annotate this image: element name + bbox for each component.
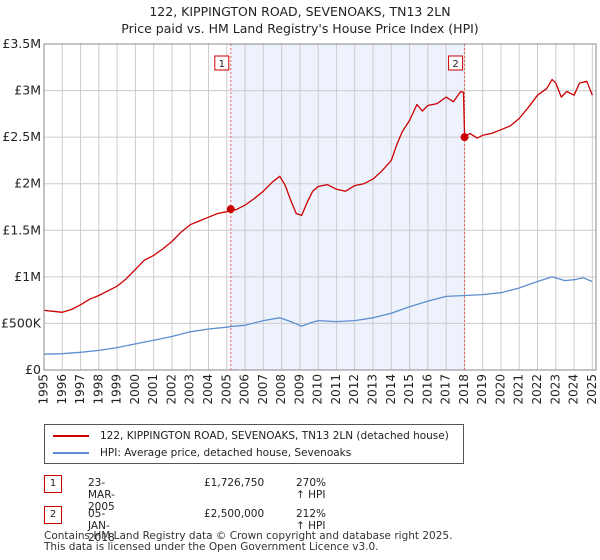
x-tick-label: 1996 — [55, 374, 69, 405]
plot-border — [43, 43, 597, 371]
x-tick-label: 1999 — [110, 374, 124, 405]
x-tick-label: 2021 — [512, 374, 526, 405]
y-tick-label: £500K — [1, 315, 42, 330]
legend-label-hpi: HPI: Average price, detached house, Seve… — [100, 447, 352, 459]
x-tick-label: 2005 — [219, 374, 233, 405]
y-tick-label: £3M — [14, 83, 41, 98]
x-tick-label: 2007 — [256, 374, 270, 405]
transaction-price: £1,726,750 — [204, 477, 265, 489]
x-tick-label: 2014 — [384, 374, 398, 405]
chart-title-line1: 122, KIPPINGTON ROAD, SEVENOAKS, TN13 2L… — [149, 4, 451, 19]
x-tick-label: 2009 — [292, 374, 306, 405]
x-tick-label: 2016 — [420, 374, 434, 405]
x-tick-label: 2023 — [548, 374, 562, 405]
x-tick-label: 2012 — [347, 374, 361, 405]
property-series-line — [43, 78, 593, 313]
x-tick-label: 2003 — [183, 374, 197, 405]
x-tick-label: 2001 — [146, 374, 160, 405]
x-tick-label: 2002 — [164, 374, 178, 405]
legend-item-hpi: HPI: Average price, detached house, Seve… — [53, 445, 351, 461]
x-tick-label: 2024 — [567, 374, 581, 405]
annotation-label: 1 — [219, 59, 225, 70]
legend-swatch-hpi — [53, 452, 89, 454]
transaction-hpi: 270% ↑ HPI — [296, 477, 327, 501]
x-tick-label: 2010 — [311, 374, 325, 405]
y-tick-label: £1M — [14, 269, 41, 284]
x-tick-label: 2025 — [585, 374, 599, 405]
x-tick-label: 2022 — [530, 374, 544, 405]
ownership-period-shade — [230, 44, 465, 370]
x-tick-label: 1997 — [73, 374, 87, 405]
y-tick-label: £2M — [14, 176, 41, 191]
transaction-badge: 2 — [44, 506, 62, 524]
annotation-badge — [214, 55, 230, 71]
x-tick-label: 2006 — [238, 374, 252, 405]
y-tick-label: £2.5M — [2, 129, 41, 144]
y-tick-label: £0 — [25, 362, 41, 377]
annotation-label: 2 — [452, 59, 458, 70]
legend-label-property: 122, KIPPINGTON ROAD, SEVENOAKS, TN13 2L… — [100, 430, 449, 442]
x-tick-label: 2011 — [329, 374, 343, 405]
y-tick-label: £3.5M — [2, 36, 41, 51]
legend-swatch-property — [53, 435, 89, 437]
x-tick-label: 2018 — [457, 374, 471, 405]
x-tick-label: 2000 — [128, 374, 142, 405]
x-tick-label: 2015 — [402, 374, 416, 405]
hpi-series-line — [43, 276, 593, 355]
transaction-date: 23-MAR-2005 — [88, 477, 115, 513]
y-tick-label: £1.5M — [2, 222, 41, 237]
x-tick-label: 1995 — [37, 374, 51, 405]
price-chart: £0 £500K £1M £1.5M £2M £2.5M £3M £3.5M 1995 1996 1… — [1, 36, 599, 405]
x-tick-label: 2004 — [201, 374, 215, 405]
x-tick-label: 1998 — [91, 374, 105, 405]
transaction-hpi: 212% ↑ HPI — [296, 508, 327, 532]
sale-point-marker — [460, 133, 469, 142]
footer: Contains HM Land Registry data © Crown c… — [44, 531, 452, 553]
legend: 122, KIPPINGTON ROAD, SEVENOAKS, TN13 2L… — [44, 424, 464, 464]
sale-point-marker — [226, 205, 235, 214]
x-tick-label: 2020 — [493, 374, 507, 405]
transaction-date: 05-JAN-2018 — [88, 508, 115, 544]
x-tick-label: 2008 — [274, 374, 288, 405]
x-tick-label: 2019 — [475, 374, 489, 405]
transaction-badge: 1 — [44, 475, 62, 493]
footer-line1: Contains HM Land Registry data © Crown c… — [44, 530, 453, 542]
x-tick-label: 2017 — [439, 374, 453, 405]
annotation-badge — [448, 55, 464, 71]
transaction-price: £2,500,000 — [204, 508, 265, 520]
footer-line2: This data is licensed under the Open Gov… — [44, 541, 379, 553]
legend-item-property: 122, KIPPINGTON ROAD, SEVENOAKS, TN13 2L… — [53, 428, 449, 444]
chart-title-line2: Price paid vs. HM Land Registry's House … — [121, 21, 479, 36]
x-tick-label: 2013 — [366, 374, 380, 405]
